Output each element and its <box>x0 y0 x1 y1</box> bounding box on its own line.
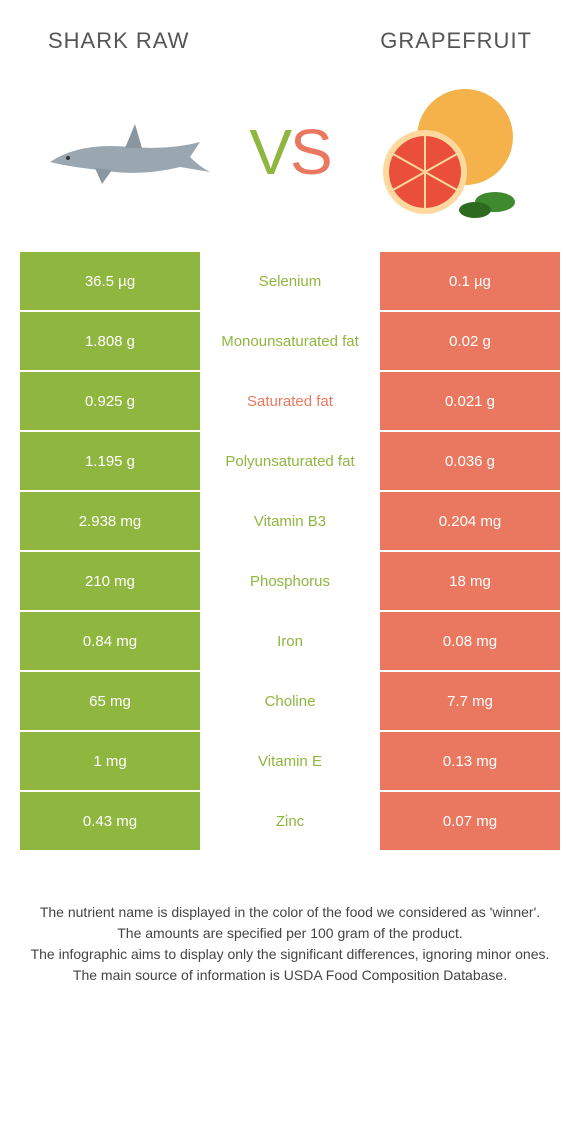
nutrient-name: Saturated fat <box>200 372 380 430</box>
left-value: 1.808 g <box>20 312 200 370</box>
right-value: 0.08 mg <box>380 612 560 670</box>
nutrient-name: Phosphorus <box>200 552 380 610</box>
right-value: 0.1 µg <box>380 252 560 310</box>
nutrient-name: Zinc <box>200 792 380 850</box>
footer-line: The amounts are specified per 100 gram o… <box>30 923 550 944</box>
table-row: 1 mgVitamin E0.13 mg <box>20 732 560 790</box>
vs-v: V <box>249 116 290 188</box>
right-food-title: GRAPEFRUIT <box>380 28 532 54</box>
left-value: 36.5 µg <box>20 252 200 310</box>
left-value: 0.43 mg <box>20 792 200 850</box>
vs-row: VS <box>0 72 580 252</box>
left-value: 65 mg <box>20 672 200 730</box>
right-value: 0.204 mg <box>380 492 560 550</box>
left-value: 1.195 g <box>20 432 200 490</box>
right-food-image <box>360 82 540 222</box>
table-row: 1.808 gMonounsaturated fat0.02 g <box>20 312 560 370</box>
left-value: 0.84 mg <box>20 612 200 670</box>
table-row: 0.84 mgIron0.08 mg <box>20 612 560 670</box>
right-value: 7.7 mg <box>380 672 560 730</box>
header-titles: SHARK RAW GRAPEFRUIT <box>0 0 580 72</box>
table-row: 36.5 µgSelenium0.1 µg <box>20 252 560 310</box>
left-food-image <box>40 82 220 222</box>
left-value: 210 mg <box>20 552 200 610</box>
table-row: 0.43 mgZinc0.07 mg <box>20 792 560 850</box>
vs-label: VS <box>249 115 330 189</box>
left-value: 2.938 mg <box>20 492 200 550</box>
right-value: 0.036 g <box>380 432 560 490</box>
table-row: 210 mgPhosphorus18 mg <box>20 552 560 610</box>
right-value: 0.021 g <box>380 372 560 430</box>
table-row: 65 mgCholine7.7 mg <box>20 672 560 730</box>
footer-line: The nutrient name is displayed in the co… <box>30 902 550 923</box>
left-value: 1 mg <box>20 732 200 790</box>
right-value: 0.02 g <box>380 312 560 370</box>
footer-line: The infographic aims to display only the… <box>30 944 550 965</box>
footer-line: The main source of information is USDA F… <box>30 965 550 986</box>
right-value: 18 mg <box>380 552 560 610</box>
left-food-title: SHARK RAW <box>48 28 189 54</box>
table-row: 2.938 mgVitamin B30.204 mg <box>20 492 560 550</box>
footer-notes: The nutrient name is displayed in the co… <box>0 852 580 986</box>
left-value: 0.925 g <box>20 372 200 430</box>
nutrient-name: Selenium <box>200 252 380 310</box>
right-value: 0.13 mg <box>380 732 560 790</box>
right-value: 0.07 mg <box>380 792 560 850</box>
nutrient-name: Polyunsaturated fat <box>200 432 380 490</box>
nutrient-name: Monounsaturated fat <box>200 312 380 370</box>
table-row: 1.195 gPolyunsaturated fat0.036 g <box>20 432 560 490</box>
nutrient-name: Iron <box>200 612 380 670</box>
nutrient-name: Choline <box>200 672 380 730</box>
table-row: 0.925 gSaturated fat0.021 g <box>20 372 560 430</box>
vs-s: S <box>290 116 331 188</box>
nutrient-name: Vitamin B3 <box>200 492 380 550</box>
nutrient-table: 36.5 µgSelenium0.1 µg1.808 gMonounsatura… <box>20 252 560 850</box>
shark-icon <box>40 112 220 192</box>
grapefruit-icon <box>365 82 535 222</box>
nutrient-name: Vitamin E <box>200 732 380 790</box>
